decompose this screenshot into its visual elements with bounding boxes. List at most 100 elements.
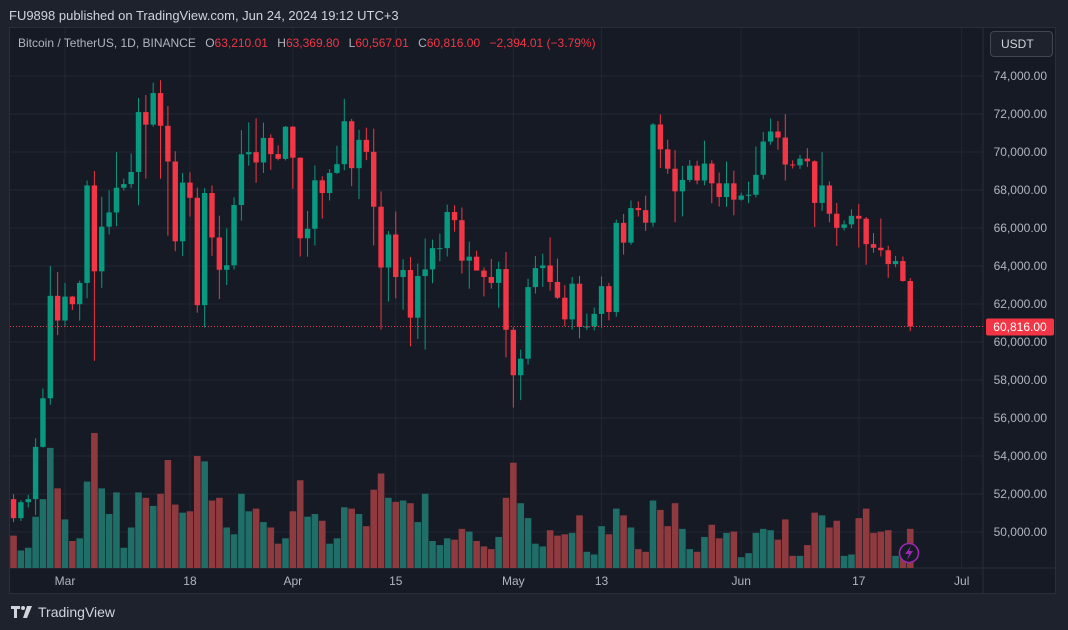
candle-body [870,244,877,248]
volume-bar [488,549,495,568]
candle-body [312,180,318,229]
candle-body [885,250,891,265]
candle-body [282,126,289,159]
volume-bar [649,500,657,568]
candle-body [84,185,90,283]
candle-body [775,131,781,138]
candle-body [672,168,678,192]
candle-body [789,164,796,166]
volume-bar [10,535,17,568]
volume-bar [414,522,422,568]
candle-body [834,213,840,228]
volume-bar [752,532,760,568]
time-tick-label: 13 [595,574,609,588]
volume-bar [745,553,752,568]
tradingview-logo[interactable]: TradingView [11,604,115,620]
volume-bar [451,539,458,568]
candle-body [731,183,737,200]
volume-bar [620,515,627,568]
candle-body [562,297,568,320]
volume-bar [568,532,576,568]
price-tick-label: 64,000.00 [994,259,1048,273]
volume-bar [69,541,76,568]
candle-body [47,295,53,399]
candle-body [797,158,803,166]
volume-bar [510,462,517,568]
price-tick-label: 56,000.00 [994,411,1048,425]
volume-bar [355,514,363,568]
candle-body [371,151,377,207]
price-tick-label: 50,000.00 [994,525,1048,539]
time-tick-label: Jun [732,574,751,588]
volume-bar [429,541,436,568]
candle-body [723,183,730,198]
volume-bar [318,520,326,568]
candle-body [782,137,788,165]
candle-body [907,281,913,327]
candle-body [231,205,237,266]
volume-bar [54,488,61,568]
volume-bar [171,504,179,568]
candle-body [620,222,627,243]
volume-bar [848,554,855,568]
volume-bar [135,492,142,568]
close-value: 60,816.00 [426,36,481,50]
volume-bar [723,532,730,568]
tradingview-logo-icon [11,606,32,618]
volume-bar [635,549,642,568]
volume-bar [149,505,157,568]
volume-bar [833,520,841,568]
volume-bar [127,527,135,568]
volume-bar [782,519,789,568]
volume-bar [693,551,701,568]
volume-bar [590,554,598,568]
volume-bar [657,509,664,568]
candle-body [143,112,149,125]
currency-button[interactable]: USDT [990,31,1053,57]
price-tick-label: 74,000.00 [994,69,1048,83]
volume-bar [370,489,377,568]
candle-body [135,112,142,172]
symbol-title[interactable]: Bitcoin / TetherUS, 1D, BINANCE [18,36,196,50]
candle-body [451,212,458,221]
candle-body [246,152,252,155]
candle-body [260,137,267,163]
candle-body [665,149,671,169]
candle-body [642,210,649,223]
low-value: 60,567.01 [355,36,409,50]
volume-bar [385,497,392,568]
high-value: 63,369.80 [285,36,340,50]
volume-bar [532,543,539,568]
volume-bar [818,515,826,568]
candle-body [113,187,120,213]
candle-body [326,172,333,194]
candle-body [348,121,355,169]
volume-bar [392,501,400,568]
candle-body [532,268,539,288]
candle-body [598,286,605,314]
volume-bar [598,526,605,568]
time-tick-label: Apr [284,574,303,588]
volume-bar [862,508,870,568]
candle-body [716,183,722,198]
candle-body [62,296,68,321]
volume-bar [759,528,767,568]
volume-bar [230,534,238,568]
volume-bar [113,492,120,568]
tradingview-brand: TradingView [38,604,116,620]
candle-body [334,164,340,173]
volume-bar [546,530,554,568]
candle-body [525,287,531,359]
volume-bar [524,518,532,568]
candle-body [275,154,281,159]
volume-bar [223,527,230,568]
time-tick-label: 17 [852,574,866,588]
price-tick-label: 58,000.00 [994,373,1048,387]
candle-body [444,212,450,249]
volume-bar [39,499,47,568]
ohlc-legend: Bitcoin / TetherUS, 1D, BINANCE O63,210.… [18,36,596,50]
candle-body [635,208,641,211]
candle-body [415,276,421,318]
time-tick-label: May [502,574,525,588]
